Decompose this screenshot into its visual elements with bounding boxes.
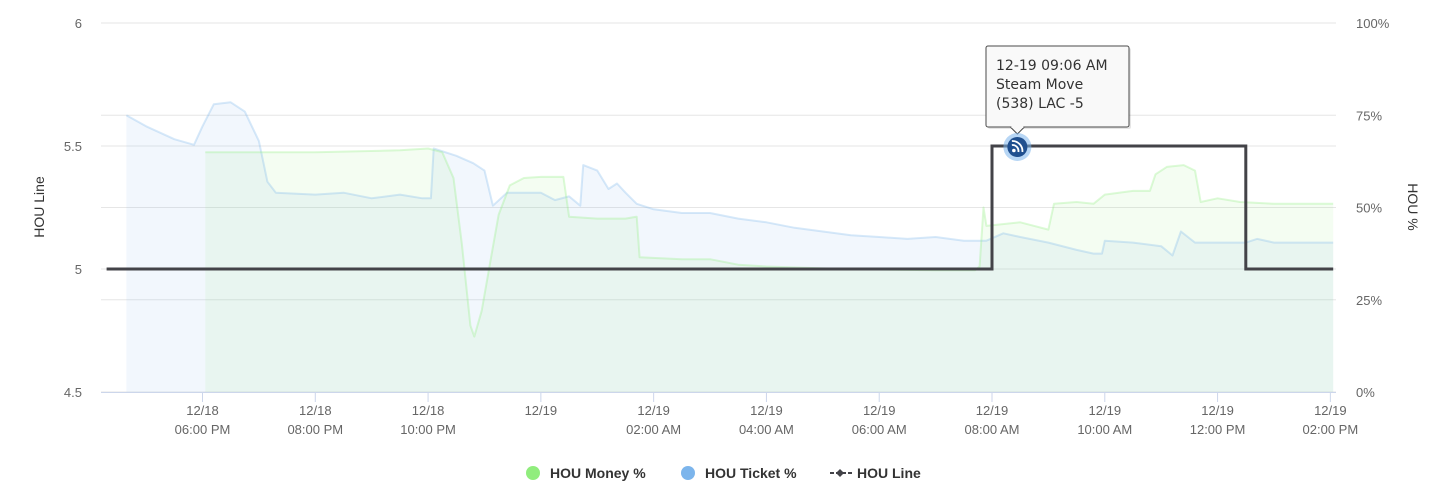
x-tick-date-label: 12/19 xyxy=(863,403,896,418)
x-tick-time-label: 10:00 PM xyxy=(400,422,456,437)
x-tick-date-label: 12/19 xyxy=(637,403,670,418)
x-tick-time-label: 06:00 PM xyxy=(175,422,231,437)
legend-item: HOU Money % xyxy=(526,465,646,481)
x-tick-date-label: 12/18 xyxy=(412,403,445,418)
legend-item: HOU Line xyxy=(830,465,921,481)
legend-symbol-diamond xyxy=(836,469,844,477)
tooltip-line: 12-19 09:06 AM xyxy=(996,58,1108,74)
y-left-tick-label: 6 xyxy=(75,16,82,31)
tooltip-box xyxy=(985,45,1130,128)
x-tick-date-label: 12/19 xyxy=(976,403,1009,418)
tooltip-line: Steam Move xyxy=(996,77,1083,93)
legend-label: HOU Money % xyxy=(550,465,646,481)
y-right-tick-label: 25% xyxy=(1356,293,1382,308)
x-tick-date-label: 12/19 xyxy=(525,403,558,418)
x-tick-date-label: 12/18 xyxy=(186,403,219,418)
y-right-tick-label: 0% xyxy=(1356,385,1375,400)
y-axis-left-title: HOU Line xyxy=(31,176,47,238)
x-tick-date-label: 12/19 xyxy=(1089,403,1122,418)
x-tick-time-label: 08:00 PM xyxy=(287,422,343,437)
series-area-hou-ticket xyxy=(126,102,1334,393)
steam-move-glyph-dot xyxy=(1012,148,1016,153)
legend-item: HOU Ticket % xyxy=(681,465,797,481)
x-tick-time-label: 10:00 AM xyxy=(1077,422,1132,437)
x-tick-date-label: 12/19 xyxy=(1201,403,1234,418)
tooltip-pointer xyxy=(1009,126,1026,135)
series-line-hou-line xyxy=(106,144,1334,271)
y-right-tick-label: 75% xyxy=(1356,108,1382,123)
legend-symbol xyxy=(526,466,540,480)
y-left-tick-label: 4.5 xyxy=(64,385,82,400)
y-left-tick-label: 5.5 xyxy=(64,139,82,154)
series-lines xyxy=(106,101,1334,338)
y-right-tick-label: 50% xyxy=(1356,201,1382,216)
legend-label: HOU Ticket % xyxy=(705,465,797,481)
y-axis-right-title: HOU % xyxy=(1405,183,1421,230)
x-tick-date-label: 12/19 xyxy=(750,403,783,418)
steam-move-glyph-arc2 xyxy=(1011,140,1024,153)
steam-move-icon xyxy=(1003,133,1032,161)
series-line-hou-ticket xyxy=(125,101,1334,257)
steam-move-glyph-arc1 xyxy=(1011,144,1020,153)
legend: HOU Money % HOU Ticket % HOU Line xyxy=(526,465,921,481)
x-tick-time-label: 12:00 PM xyxy=(1190,422,1246,437)
legend-label: HOU Line xyxy=(857,465,921,481)
x-tick-date-label: 12/19 xyxy=(1314,403,1347,418)
tooltip-line: (538) LAC -5 xyxy=(996,96,1084,112)
x-tick-time-label: 06:00 AM xyxy=(852,422,907,437)
x-tick-time-label: 04:00 AM xyxy=(739,422,794,437)
annotation: 12-19 09:06 AM Steam Move (538) LAC -5 xyxy=(985,45,1131,161)
x-tick-time-label: 08:00 AM xyxy=(965,422,1020,437)
y-left-tick-label: 5 xyxy=(75,262,82,277)
x-tick-date-label: 12/18 xyxy=(299,403,332,418)
axes: 6 5.5 5 4.5 100% 75% 50% 25% 0% 12/18 06:00 PM 12/1… xyxy=(64,16,1390,437)
legend-symbol xyxy=(681,466,695,480)
x-tick-time-label: 02:00 PM xyxy=(1303,422,1359,437)
y-right-tick-label: 100% xyxy=(1356,16,1390,31)
x-tick-time-label: 02:00 AM xyxy=(626,422,681,437)
